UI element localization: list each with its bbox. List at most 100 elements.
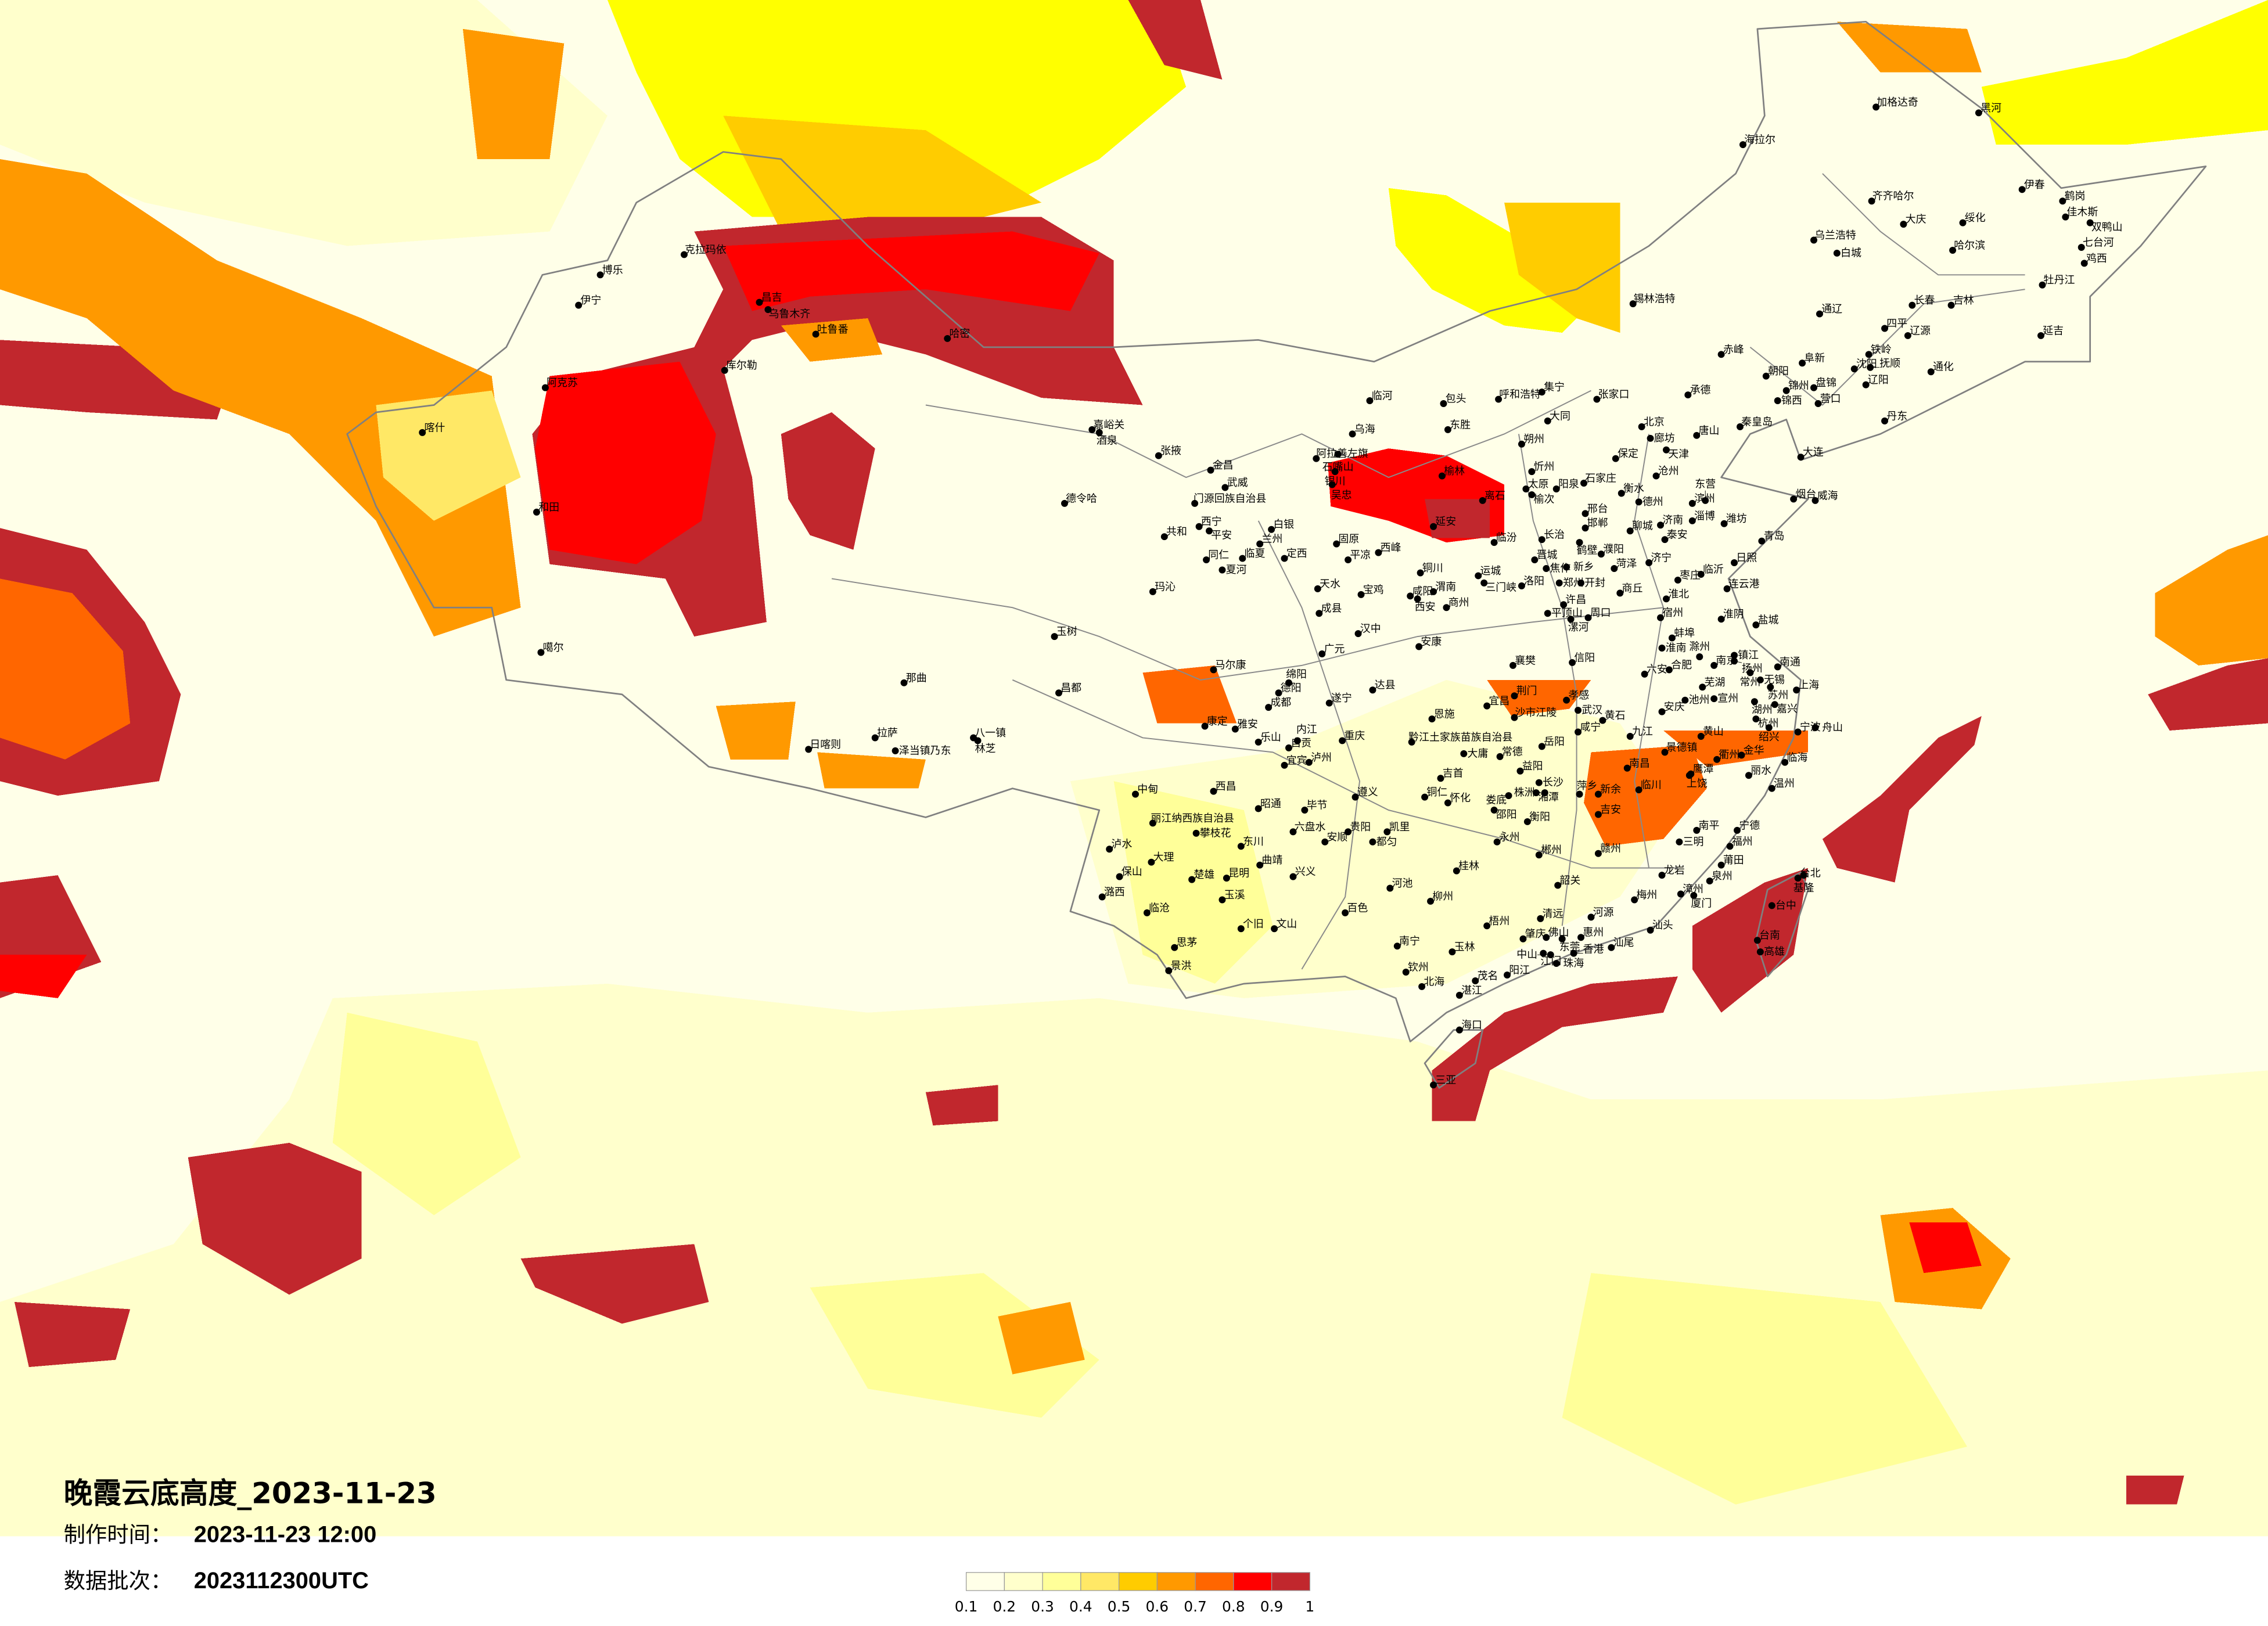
city-dot-icon — [1352, 793, 1359, 801]
city-label: 林芝 — [975, 743, 996, 755]
city-dot-icon — [1576, 790, 1583, 798]
city-label: 库尔勒 — [726, 359, 757, 372]
city-label: 鸡西 — [2086, 253, 2107, 265]
city-dot-icon — [1881, 325, 1889, 332]
city-label: 河源 — [1593, 906, 1614, 919]
city-label: 思茅 — [1177, 937, 1198, 949]
city-dot-icon — [1814, 400, 1822, 407]
city-dot-icon — [1522, 485, 1530, 492]
city-dot-icon — [1430, 1081, 1437, 1089]
city-dot-icon — [575, 301, 583, 309]
city-dot-icon — [1723, 585, 1731, 592]
city-label: 嘉峪关 — [1093, 419, 1124, 431]
city-dot-icon — [1782, 387, 1790, 394]
city-dot-icon — [1289, 828, 1297, 836]
city-label: 西宁 — [1201, 516, 1222, 528]
city-dot-icon — [1554, 882, 1562, 889]
city-label: 七台河 — [2083, 236, 2114, 249]
city-label: 惠州 — [1583, 927, 1604, 939]
city-label: 太原 — [1528, 478, 1549, 490]
province-border — [1749, 289, 2025, 406]
city-dot-icon — [680, 251, 688, 258]
city-label: 集宁 — [1544, 382, 1565, 394]
city-dot-icon — [1430, 588, 1437, 595]
city-dot-icon — [1587, 913, 1595, 921]
city-label: 孝感 — [1568, 689, 1589, 702]
city-label: 毕节 — [1307, 799, 1328, 811]
city-dot-icon — [1612, 455, 1619, 462]
cloud-patch — [1504, 202, 1620, 333]
city-dot-icon — [1731, 657, 1738, 665]
city-label: 玉林 — [1454, 941, 1475, 954]
cloud-patch — [1584, 744, 1707, 847]
city-label: 阜新 — [1804, 352, 1825, 365]
cloud-patch — [535, 361, 716, 564]
city-label: 朝阳 — [1768, 365, 1789, 377]
city-dot-icon — [1440, 400, 1447, 407]
city-label: 沙市江陵 — [1515, 707, 1557, 719]
city-dot-icon — [1493, 838, 1501, 846]
city-label: 包头 — [1446, 393, 1467, 405]
city-label: 温州 — [1774, 778, 1795, 790]
city-label: 潞西 — [1104, 886, 1125, 898]
city-label: 九江 — [1632, 725, 1653, 738]
city-dot-icon — [1790, 495, 1798, 503]
city-dot-icon — [1342, 909, 1349, 916]
city-label: 临沧 — [1149, 902, 1170, 914]
city-dot-icon — [1702, 497, 1709, 504]
city-dot-icon — [1516, 767, 1524, 775]
city-label: 离石 — [1485, 490, 1505, 502]
city-dot-icon — [1210, 787, 1217, 795]
city-label: 西安 — [1415, 601, 1436, 613]
city-dot-icon — [1647, 926, 1654, 934]
city-label: 哈尔滨 — [1954, 239, 1985, 251]
city-label: 安顺 — [1327, 831, 1348, 843]
cloud-patch — [1142, 665, 1237, 724]
city-label: 鹰潭 — [1693, 763, 1714, 775]
cloud-patch — [723, 116, 1042, 232]
city-dot-icon — [1275, 689, 1282, 697]
city-dot-icon — [1658, 645, 1666, 652]
city-dot-icon — [1663, 446, 1670, 454]
legend-tick-label: 0.8 — [1222, 1598, 1245, 1615]
city-dot-icon — [1794, 728, 1802, 736]
city-label: 昌吉 — [761, 292, 782, 304]
city-label: 岳阳 — [1544, 736, 1565, 748]
city-label: 宣州 — [1717, 693, 1738, 705]
province-border — [1822, 173, 2025, 276]
city-label: 濮阳 — [1603, 544, 1624, 556]
city-label: 遂宁 — [1331, 692, 1352, 704]
cloud-patch — [2155, 535, 2268, 665]
city-dot-icon — [1255, 738, 1262, 746]
city-dot-icon — [1717, 351, 1725, 358]
city-label: 邢台 — [1587, 503, 1608, 515]
city-label: 周口 — [1590, 607, 1611, 619]
city-label: 江门 — [1540, 955, 1561, 967]
city-dot-icon — [1734, 826, 1741, 834]
city-dot-icon — [537, 649, 545, 656]
country-border — [346, 20, 2207, 1042]
city-dot-icon — [1171, 944, 1178, 951]
city-label: 榆次 — [1534, 493, 1555, 505]
city-label: 无锡 — [1764, 674, 1785, 686]
city-dot-icon — [1638, 423, 1645, 430]
city-dot-icon — [1523, 818, 1531, 825]
cloud-patch — [1425, 499, 1490, 538]
city-dot-icon — [1751, 698, 1758, 706]
city-dot-icon — [1369, 838, 1376, 846]
city-label: 常德 — [1502, 746, 1523, 758]
city-dot-icon — [2059, 197, 2066, 205]
city-label: 牡丹江 — [2044, 274, 2075, 286]
city-label: 百色 — [1347, 902, 1368, 914]
cloud-patch — [925, 1085, 998, 1126]
city-label: 厦门 — [1691, 898, 1712, 910]
city-dot-icon — [1315, 610, 1323, 617]
city-dot-icon — [1737, 423, 1744, 430]
city-label: 营口 — [1820, 393, 1841, 405]
city-dot-icon — [1904, 332, 1911, 339]
city-label: 大连 — [1803, 447, 1824, 459]
city-dot-icon — [1560, 601, 1568, 609]
city-label: 上饶 — [1687, 778, 1708, 790]
city-label: 台北 — [1800, 868, 1821, 880]
data-batch-value: 2023112300UTC — [194, 1568, 369, 1593]
